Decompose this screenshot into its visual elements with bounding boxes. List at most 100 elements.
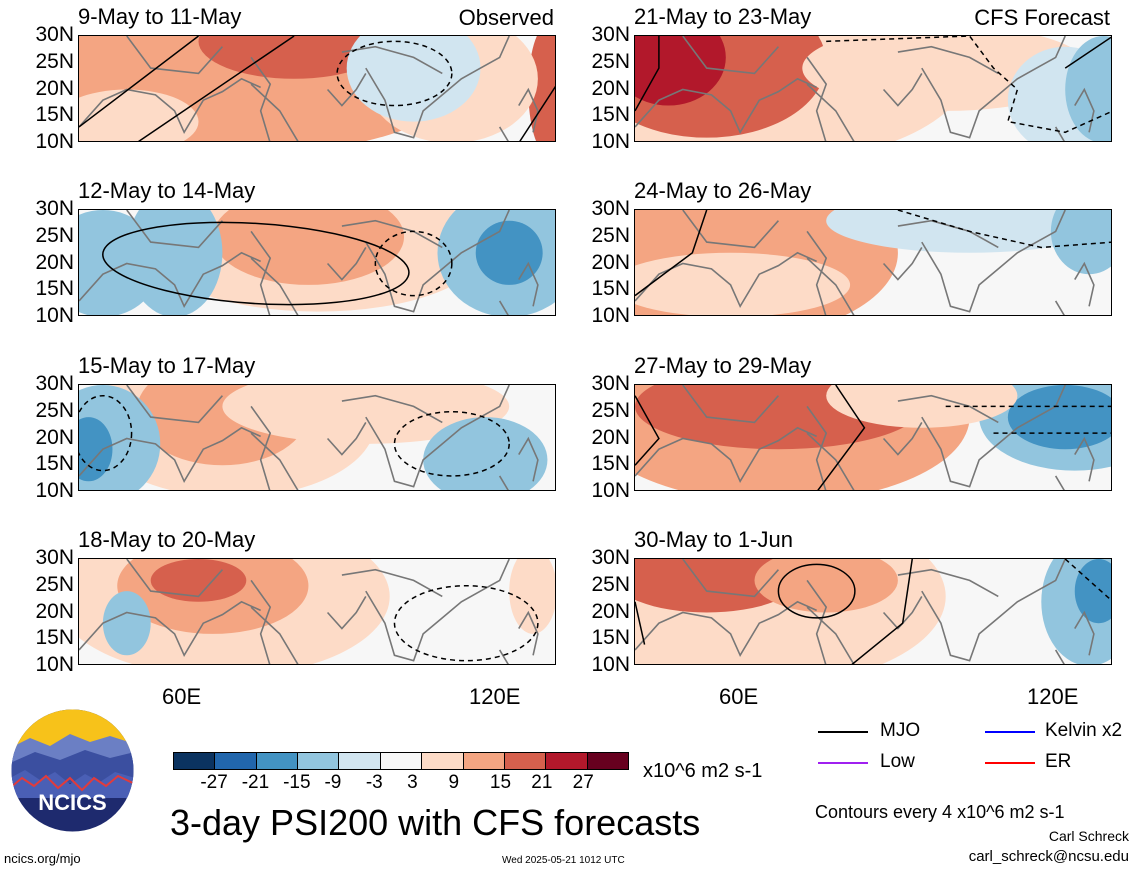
psi-anomaly-region [346, 36, 481, 122]
y-tick-label: 25N [591, 398, 630, 422]
panel-title: 30-May to 1-Jun [634, 527, 793, 552]
legend-low-label: Low [880, 751, 915, 772]
colorbar-tick-label: -15 [283, 772, 311, 793]
legend-er-line [985, 762, 1035, 764]
y-tick-label: 20N [35, 76, 74, 100]
panel-title: 15-May to 17-May [78, 353, 256, 378]
psi-anomaly-region [528, 36, 555, 141]
y-tick-label: 10N [591, 653, 630, 676]
psi-anomaly-region [1065, 36, 1111, 141]
colorbar-segment [545, 752, 588, 770]
observed-label: Observed [458, 5, 554, 30]
timestamp: Wed 2025-05-21 1012 UTC [502, 855, 625, 866]
colorbar-segment [421, 752, 464, 770]
panel-title: 24-May to 26-May [634, 178, 812, 203]
psi-map-panel [78, 558, 556, 665]
panel-title: 12-May to 14-May [78, 178, 256, 203]
colorbar-tick-label: 9 [448, 772, 460, 793]
psi-anomaly-region [79, 89, 199, 141]
ncics-logo: NCICS [10, 708, 135, 833]
y-tick-label: 15N [35, 452, 74, 476]
y-tick-label: 15N [35, 277, 74, 301]
colorbar-segment [462, 752, 505, 770]
x-tick-120e-left: 120E [469, 684, 521, 709]
y-tick-label: 20N [591, 76, 630, 100]
y-tick-label: 15N [591, 452, 630, 476]
colorbar-tick-label: -9 [324, 772, 342, 793]
legend-kelvin-label: Kelvin x2 [1045, 720, 1123, 741]
logo-text: NCICS [38, 790, 106, 815]
colorbar-segment [338, 752, 381, 770]
psi-anomaly-region [635, 252, 851, 315]
legend-kelvin-line [985, 731, 1035, 733]
y-tick-label: 20N [35, 250, 74, 274]
colorbar-segment [173, 752, 216, 770]
y-tick-label: 20N [591, 599, 630, 623]
psi-map-panel [634, 35, 1112, 142]
psi-map-panel [78, 209, 556, 316]
legend-er-label: ER [1045, 751, 1072, 772]
colorbar-segment [297, 752, 340, 770]
y-tick-label: 10N [591, 130, 630, 153]
x-tick-60e-right: 60E [719, 684, 759, 709]
psi-map-panel [634, 384, 1112, 491]
y-tick-label: 15N [591, 626, 630, 650]
y-tick-label: 10N [35, 479, 74, 502]
y-tick-label: 15N [591, 103, 630, 127]
y-tick-label: 15N [35, 103, 74, 127]
y-tick-label: 25N [35, 572, 74, 596]
author-email: carl_schreck@ncsu.edu [968, 848, 1129, 865]
y-tick-label: 15N [591, 277, 630, 301]
y-tick-label: 30N [591, 197, 630, 220]
psi-anomaly-region [509, 559, 555, 634]
y-tick-label: 25N [591, 223, 630, 247]
colorbar-segment [503, 752, 547, 770]
y-tick-label: 25N [591, 572, 630, 596]
legend-low-line [818, 762, 868, 764]
psi-anomaly-region [475, 220, 543, 285]
psi-anomaly-region [150, 559, 247, 602]
y-tick-label: 10N [591, 479, 630, 502]
y-tick-label: 20N [35, 599, 74, 623]
colorbar-tick-label: 15 [489, 772, 512, 793]
colorbar [173, 752, 629, 770]
psi-anomaly-region [423, 417, 548, 490]
contour-note: Contours every 4 x10^6 m2 s-1 [815, 802, 1065, 822]
colorbar-tick-label: -3 [365, 772, 383, 793]
y-tick-label: 10N [591, 304, 630, 327]
author: Carl Schreck [1048, 828, 1129, 844]
psi-anomaly-region [1050, 210, 1111, 275]
y-tick-label: 20N [35, 425, 74, 449]
site-url: ncics.org/mjo [4, 851, 81, 866]
panel-title: 9-May to 11-May [78, 4, 242, 29]
psi-map-panel [634, 209, 1112, 316]
colorbar-tick-label: 27 [572, 772, 594, 793]
psi-anomaly-region [1074, 559, 1111, 624]
colorbar-tick-label: -21 [241, 772, 270, 793]
psi-map-panel [78, 384, 556, 491]
colorbar-tick-label: -27 [200, 772, 228, 793]
psi-anomaly-region [102, 591, 151, 656]
panel-title: 27-May to 29-May [634, 353, 812, 378]
y-tick-label: 30N [35, 372, 74, 395]
forecast-label: CFS Forecast [974, 5, 1110, 30]
y-tick-label: 30N [35, 197, 74, 220]
y-tick-label: 30N [35, 23, 74, 46]
panel-title: 18-May to 20-May [78, 527, 256, 552]
psi-map-panel [634, 558, 1112, 665]
y-tick-label: 30N [35, 546, 74, 569]
panel-title: 21-May to 23-May [634, 4, 812, 29]
y-tick-label: 30N [591, 546, 630, 569]
colorbar-segment [214, 752, 257, 770]
colorbar-segment [255, 752, 299, 770]
x-tick-120e-right: 120E [1027, 684, 1079, 709]
psi-anomaly-region [635, 36, 726, 106]
y-tick-label: 30N [591, 372, 630, 395]
psi-anomaly-region [222, 385, 510, 444]
y-tick-label: 10N [35, 304, 74, 327]
y-tick-label: 25N [35, 223, 74, 247]
legend-mjo-label: MJO [880, 720, 921, 741]
y-tick-label: 25N [35, 398, 74, 422]
page-title: 3-day PSI200 with CFS forecasts [170, 802, 701, 843]
psi-anomaly-region [79, 417, 113, 482]
